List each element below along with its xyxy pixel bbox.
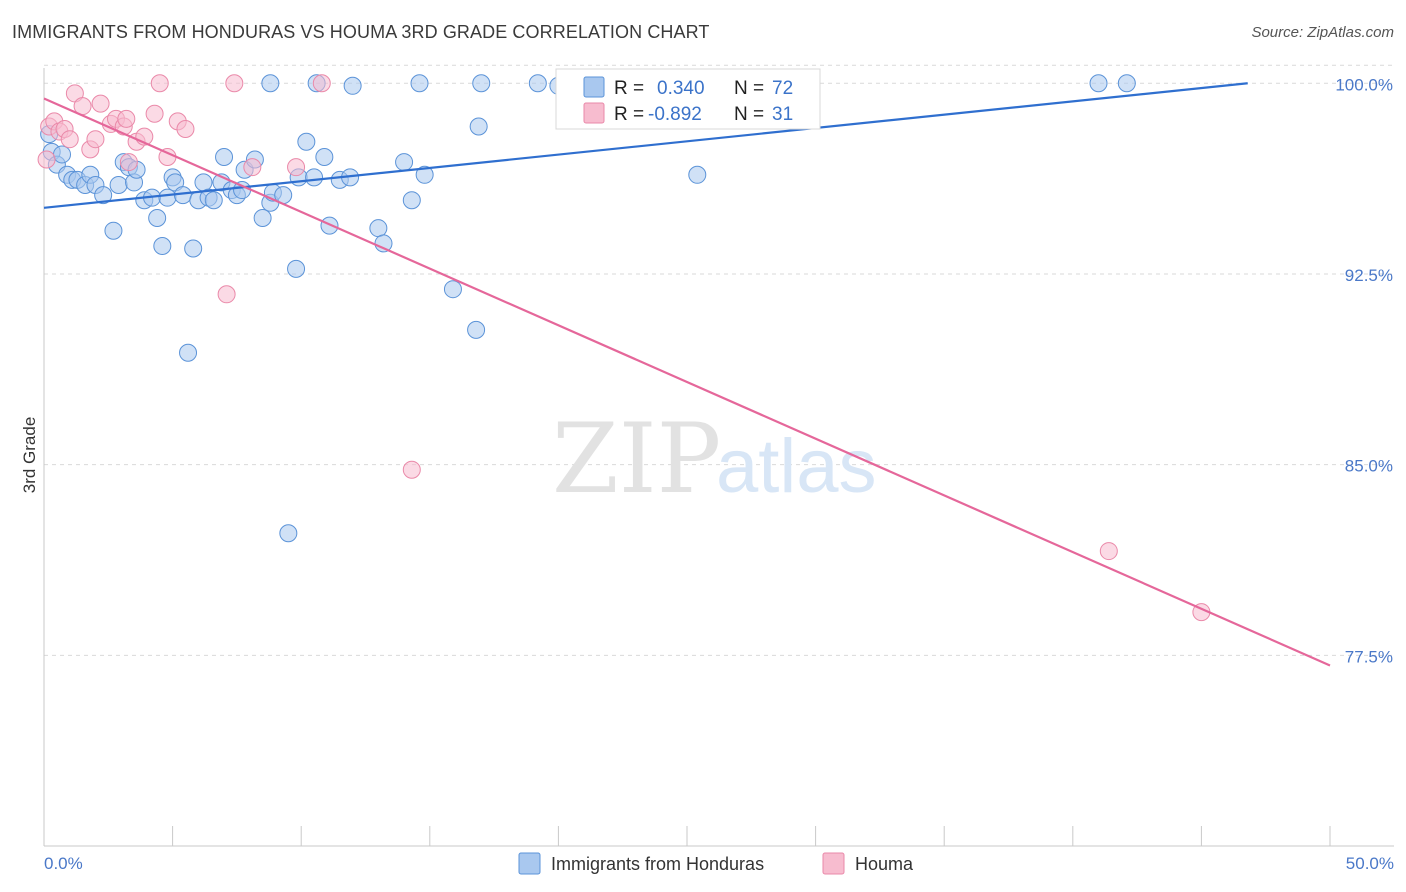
legend-swatch-pink — [583, 102, 605, 124]
houma-point-19 — [150, 74, 169, 93]
honduras-point-60 — [472, 74, 491, 93]
honduras-point-26 — [184, 239, 203, 258]
houma-point-24 — [225, 74, 244, 93]
honduras-point-48 — [320, 216, 339, 235]
honduras-point-30 — [204, 191, 223, 210]
honduras-point-67 — [261, 74, 280, 93]
honduras-point-47 — [315, 147, 334, 166]
source-credit: Source: ZipAtlas.com — [1251, 24, 1394, 41]
y-tick-label-3: 77.5% — [1345, 647, 1393, 666]
watermark-zip: ZIP — [552, 403, 721, 515]
honduras-point-43 — [287, 259, 306, 278]
legend-r-value-1: 0.340 — [657, 78, 705, 99]
honduras-point-20 — [153, 236, 172, 255]
honduras-point-32 — [215, 147, 234, 166]
legend-n-value-2: 31 — [772, 104, 793, 125]
legend-swatch-blue — [583, 76, 605, 98]
stats-legend: R = 0.340 N = 72 R = -0.892 N = 31 — [555, 68, 821, 130]
legend-r-value-2: -0.892 — [648, 104, 702, 125]
houma-point-15 — [119, 153, 138, 172]
honduras-point-54 — [395, 153, 414, 172]
y-tick-label-0: 100.0% — [1335, 75, 1393, 94]
series-legend: Immigrants from Honduras Houma — [518, 852, 914, 875]
y-tick-label-2: 85.0% — [1345, 457, 1393, 476]
houma-point-27 — [312, 74, 331, 93]
x-ticks — [43, 826, 1331, 846]
houma-point-28 — [402, 460, 421, 479]
honduras-point-55 — [402, 191, 421, 210]
series-legend-label-honduras: Immigrants from Honduras — [551, 854, 764, 874]
trendline-houma — [43, 97, 1331, 667]
houma-point-29 — [1099, 542, 1118, 561]
legend-n-value-1: 72 — [772, 78, 793, 99]
honduras-point-10 — [94, 186, 113, 205]
honduras-point-61 — [528, 74, 547, 93]
legend-n-label-1: N = — [734, 78, 764, 99]
trend-lines — [43, 82, 1331, 667]
honduras-point-46 — [305, 168, 324, 187]
honduras-point-69 — [410, 74, 429, 93]
y-axis-label: 3rd Grade — [20, 417, 39, 494]
honduras-point-70 — [1089, 74, 1108, 93]
honduras-point-19 — [148, 209, 167, 228]
legend-n-label-2: N = — [734, 104, 764, 125]
honduras-point-28 — [194, 173, 213, 192]
houma-point-18 — [145, 104, 164, 123]
houma-point-5 — [60, 130, 79, 149]
honduras-point-51 — [343, 76, 362, 95]
honduras-point-52 — [369, 219, 388, 238]
honduras-point-11 — [104, 221, 123, 240]
houma-point-23 — [217, 285, 236, 304]
series-houma-points — [37, 74, 1211, 622]
honduras-point-71 — [1117, 74, 1136, 93]
houma-point-26 — [287, 158, 306, 177]
honduras-point-38 — [253, 209, 272, 228]
gridlines — [44, 64, 1394, 656]
axes — [43, 68, 1394, 847]
houma-point-22 — [176, 120, 195, 139]
houma-point-25 — [243, 158, 262, 177]
honduras-point-45 — [297, 132, 316, 151]
series-legend-label-houma: Houma — [855, 854, 914, 874]
y-tick-labels: 100.0% 92.5% 85.0% 77.5% — [1335, 75, 1393, 666]
houma-point-14 — [117, 109, 136, 128]
x-tick-label-min: 0.0% — [44, 854, 83, 873]
honduras-point-56 — [415, 165, 434, 184]
x-tick-label-max: 50.0% — [1346, 854, 1394, 873]
honduras-point-25 — [179, 343, 198, 362]
legend-r-label-1: R = — [614, 78, 644, 99]
honduras-point-3 — [53, 145, 72, 164]
honduras-point-12 — [109, 175, 128, 194]
series-legend-swatch-houma — [822, 852, 845, 875]
houma-point-9 — [86, 130, 105, 149]
honduras-point-58 — [467, 320, 486, 339]
honduras-point-42 — [279, 524, 298, 543]
chart-title: IMMIGRANTS FROM HONDURAS VS HOUMA 3RD GR… — [12, 22, 710, 42]
watermark: ZIP atlas — [552, 403, 877, 515]
series-legend-swatch-honduras — [518, 852, 541, 875]
y-tick-label-1: 92.5% — [1345, 266, 1393, 285]
legend-r-label-2: R = — [614, 104, 644, 125]
honduras-point-59 — [469, 117, 488, 136]
honduras-point-66 — [688, 165, 707, 184]
houma-point-10 — [91, 94, 110, 113]
honduras-point-57 — [443, 280, 462, 299]
watermark-atlas: atlas — [716, 424, 877, 509]
honduras-point-21 — [158, 188, 177, 207]
houma-point-0 — [37, 150, 56, 169]
